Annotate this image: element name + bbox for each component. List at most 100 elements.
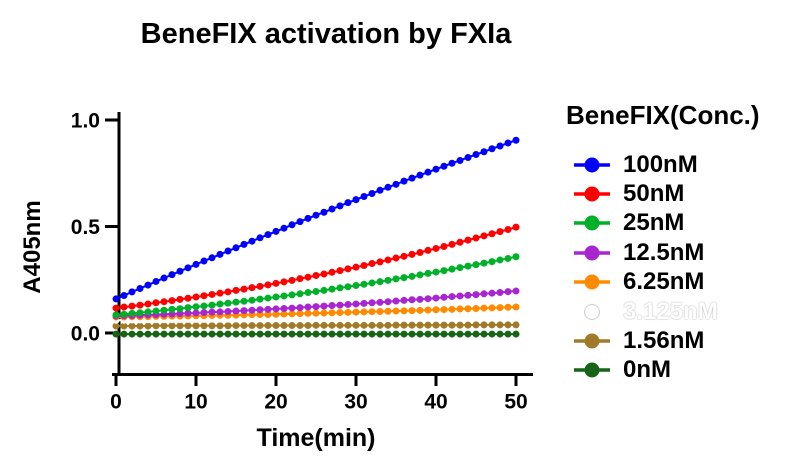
data-point [224, 307, 232, 315]
data-point [432, 268, 440, 276]
data-point [352, 300, 360, 308]
data-point [288, 276, 296, 284]
data-point [360, 192, 368, 200]
data-point [248, 296, 256, 304]
data-point [488, 321, 496, 329]
data-point [448, 159, 456, 167]
data-point [288, 322, 296, 330]
data-point [208, 330, 216, 338]
data-point [480, 330, 488, 338]
data-point [144, 308, 152, 316]
data-point [392, 321, 400, 329]
data-point [328, 285, 336, 293]
data-point [152, 330, 160, 338]
data-point [480, 304, 488, 312]
data-point [464, 262, 472, 270]
data-point [408, 321, 416, 329]
data-point [512, 321, 520, 329]
data-point [432, 244, 440, 252]
data-point [504, 330, 512, 338]
data-point [360, 330, 368, 338]
data-point [208, 322, 216, 330]
data-point [352, 308, 360, 316]
data-point [472, 234, 480, 242]
data-point [232, 322, 240, 330]
data-point [280, 305, 288, 313]
data-point [200, 309, 208, 317]
data-point [384, 330, 392, 338]
data-point [112, 311, 120, 319]
data-point [440, 321, 448, 329]
data-point [424, 306, 432, 314]
legend-label: 12.5nM [623, 238, 705, 266]
data-point [192, 293, 200, 301]
data-point [440, 313, 448, 321]
data-point [216, 250, 224, 258]
data-point [384, 183, 392, 191]
data-point [248, 322, 256, 330]
data-point [496, 330, 504, 338]
data-point [192, 309, 200, 317]
legend-row: 6.25nM [566, 268, 760, 297]
data-point [264, 231, 272, 239]
data-point [400, 274, 408, 282]
data-point [400, 177, 408, 185]
legend-marker-icon [574, 274, 610, 290]
data-point [120, 330, 128, 338]
data-point [368, 313, 376, 321]
data-point [464, 330, 472, 338]
data-point [496, 142, 504, 150]
data-point [216, 330, 224, 338]
data-point [344, 199, 352, 207]
data-point [312, 314, 320, 322]
data-point [136, 284, 144, 292]
data-point [208, 308, 216, 316]
data-point [336, 330, 344, 338]
data-point [312, 271, 320, 279]
data-point [472, 305, 480, 313]
data-point [360, 280, 368, 288]
data-point [344, 330, 352, 338]
data-point [368, 330, 376, 338]
data-point [376, 298, 384, 306]
data-point [400, 252, 408, 260]
data-point [248, 284, 256, 292]
y-tick-label: 1.0 [71, 110, 100, 133]
data-point [312, 211, 320, 219]
data-point [224, 299, 232, 307]
data-point [392, 254, 400, 262]
data-point [176, 295, 184, 303]
data-point [112, 295, 120, 303]
data-point [160, 306, 168, 314]
data-point [368, 299, 376, 307]
data-point [160, 298, 168, 306]
data-point [320, 321, 328, 329]
data-point [416, 295, 424, 303]
legend-marker-icon [574, 157, 610, 173]
data-point [136, 301, 144, 309]
data-point [368, 260, 376, 268]
x-tick-label: 20 [264, 391, 287, 414]
legend-marker-icon [574, 333, 610, 349]
data-point [416, 330, 424, 338]
data-point [328, 314, 336, 322]
data-point [416, 321, 424, 329]
data-point [200, 330, 208, 338]
data-point [128, 330, 136, 338]
legend-label: 0nM [623, 356, 671, 384]
data-point [224, 322, 232, 330]
data-point [320, 286, 328, 294]
legend-label: 3.125nM [623, 297, 718, 325]
data-point [152, 322, 160, 330]
data-point [296, 322, 304, 330]
data-point [352, 196, 360, 204]
data-point [120, 292, 128, 300]
data-point [416, 306, 424, 314]
data-point [344, 265, 352, 273]
data-point [360, 299, 368, 307]
data-point [408, 307, 416, 315]
data-point [448, 321, 456, 329]
y-tick-label: 0.0 [71, 323, 100, 346]
data-point [352, 282, 360, 290]
data-point [136, 309, 144, 317]
